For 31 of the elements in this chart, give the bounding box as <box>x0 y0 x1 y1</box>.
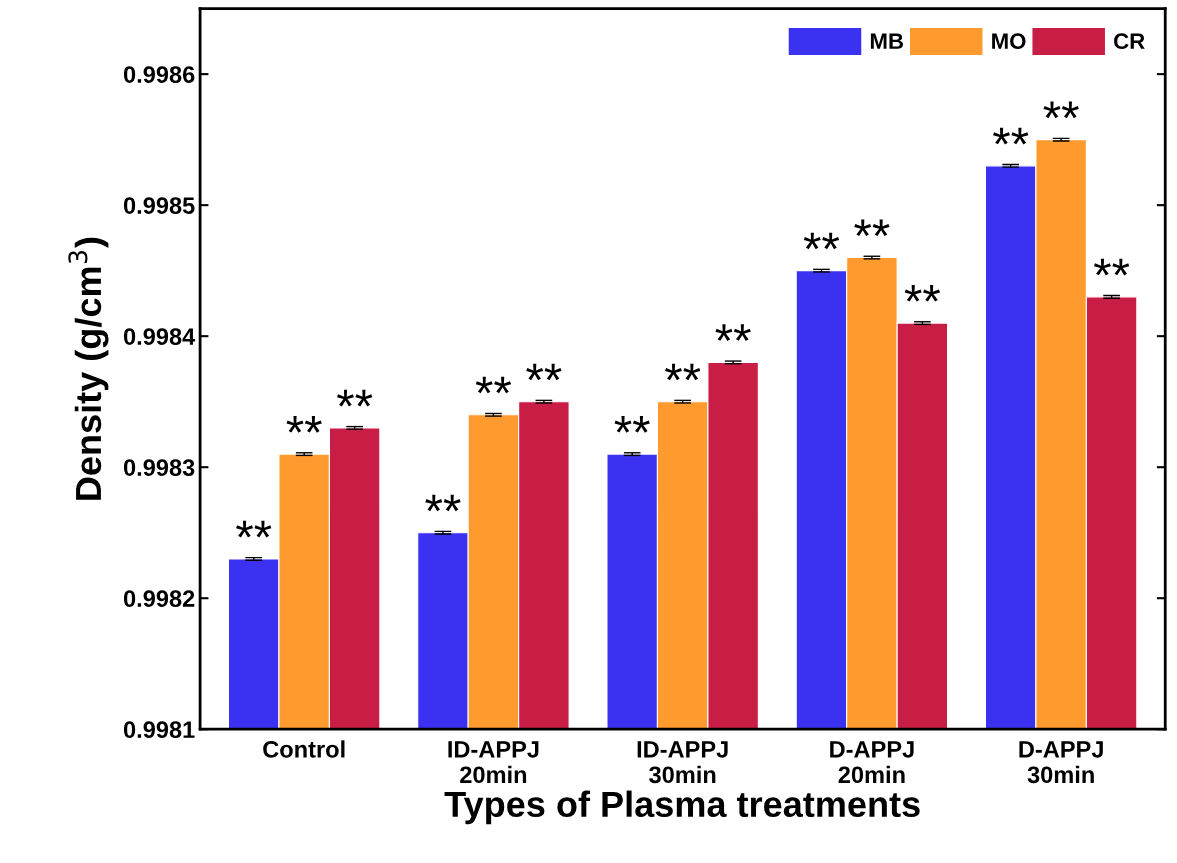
y-tick-label: 0.9985 <box>123 197 195 214</box>
x-tick-label: D-APPJ 30min <box>1019 741 1103 784</box>
data-label: ** <box>475 376 512 394</box>
x-tick-label: D-APPJ 20min <box>830 741 914 784</box>
x-tick-label: ID-APPJ 20min <box>448 741 539 784</box>
data-label: ** <box>614 416 650 433</box>
x-axis-title: Types of Plasma treatments <box>444 790 920 825</box>
data-label: ** <box>854 219 890 237</box>
x-tick-label: Control <box>263 740 345 758</box>
legend-label: MB <box>870 33 903 49</box>
data-label: ** <box>337 389 373 407</box>
data-label: ** <box>1093 258 1130 276</box>
legend-label: CR <box>1114 33 1145 50</box>
y-tick-label: 0.9981 <box>123 721 195 739</box>
y-tick-label: 0.9984 <box>123 328 196 345</box>
data-label: ** <box>425 494 461 512</box>
data-label: ** <box>993 127 1029 145</box>
y-axis-title: Density (g/cm$^{3}$) <box>68 237 109 500</box>
data-label: ** <box>665 363 701 381</box>
data-label: ** <box>236 520 272 538</box>
legend-label: MO <box>992 33 1026 50</box>
y-tick-label: 0.9986 <box>123 66 195 83</box>
data-label: ** <box>803 232 840 250</box>
data-label: ** <box>286 416 322 433</box>
data-label: ** <box>904 285 941 302</box>
data-label: ** <box>526 363 562 381</box>
y-tick-label: 0.9983 <box>123 459 195 477</box>
data-label: ** <box>715 324 751 341</box>
x-tick-label: ID-APPJ 30min <box>637 741 728 784</box>
y-tick-label: 0.9982 <box>123 590 195 607</box>
data-label: ** <box>1043 101 1079 119</box>
